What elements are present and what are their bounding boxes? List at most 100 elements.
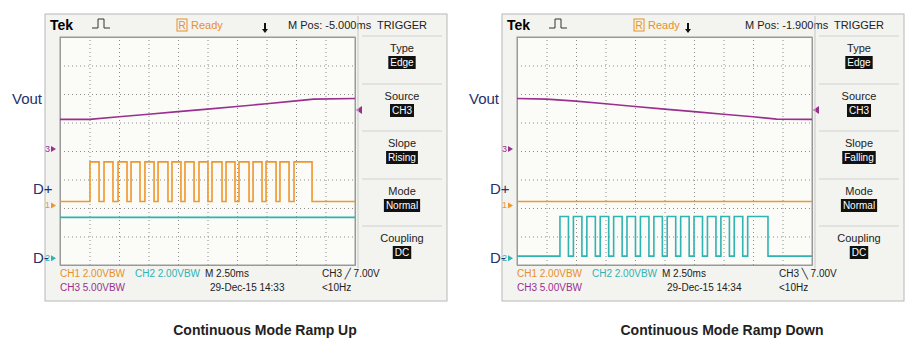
menu-separator	[362, 36, 442, 37]
status-text: CH3 5.00VBW	[517, 282, 583, 293]
x-axis	[518, 37, 813, 266]
axis-line	[518, 37, 813, 266]
traces	[517, 99, 812, 257]
status-text: <10Hz	[779, 282, 808, 293]
chart-title: Continuous Mode Ramp Up	[173, 322, 357, 338]
status-text: CH2 2.00VBW	[592, 268, 658, 279]
channel-arrow	[51, 202, 56, 208]
plot-frame	[60, 37, 355, 265]
panel: 3Vout1D+2D-TekRReadyM Pos: -5.000msTRIGG…	[12, 14, 447, 338]
menu-separator	[819, 131, 899, 132]
trace	[517, 99, 812, 120]
trigger-position	[262, 23, 268, 33]
channel-arrow	[508, 146, 513, 152]
menu-separator	[362, 131, 442, 132]
channel-marker: 1	[502, 200, 507, 210]
tick	[576, 37, 577, 265]
grid-line	[90, 37, 91, 265]
menu-value-box	[386, 151, 418, 164]
status-text: CH3 ╲ 7.00V	[779, 267, 837, 280]
menu-separator	[362, 84, 442, 85]
screen	[502, 14, 904, 301]
menu-value: Rising	[388, 152, 416, 163]
menu-value: CH3	[849, 105, 869, 116]
tick	[119, 37, 120, 265]
menu-separator	[362, 179, 442, 180]
chart-title: Continuous Mode Ramp Down	[621, 322, 824, 338]
tick	[724, 37, 725, 265]
grid-line	[119, 37, 120, 265]
traces	[60, 99, 355, 218]
menu-label: Mode	[845, 185, 873, 197]
grid-line	[237, 37, 238, 265]
channel-marker: 3	[45, 144, 50, 154]
menu-value: Normal	[386, 200, 418, 211]
status-text: CH3 5.00VBW	[60, 282, 126, 293]
tick	[517, 208, 812, 209]
menu-value: CH3	[392, 105, 412, 116]
menu-value-box	[388, 56, 415, 69]
tick	[783, 37, 784, 265]
menu-label: Type	[390, 42, 414, 54]
channel-arrow	[508, 202, 513, 208]
menu-title: TRIGGER	[834, 19, 884, 31]
screen	[45, 14, 447, 301]
channel-arrow	[51, 255, 56, 261]
grid-line	[60, 94, 355, 95]
grid-line	[60, 151, 355, 152]
menu-value: Edge	[847, 57, 871, 68]
grid-line	[517, 180, 812, 181]
tick	[517, 123, 812, 124]
trace	[60, 217, 355, 219]
status-text: CH2 2.00VBW	[135, 268, 201, 279]
grid-line	[517, 208, 812, 209]
y-axis	[517, 38, 812, 266]
grid-line	[178, 37, 179, 265]
menu-label: Coupling	[380, 232, 423, 244]
plot-area	[60, 37, 355, 265]
grid-line	[60, 66, 355, 67]
menu-value-box	[850, 246, 868, 259]
menu-value: Edge	[390, 57, 414, 68]
menu-value: DC	[852, 247, 866, 258]
trigger-level	[356, 106, 362, 114]
menu-separator	[819, 226, 899, 227]
tick	[517, 94, 812, 95]
grid-line	[60, 123, 355, 124]
channel-arrow	[51, 146, 56, 152]
trace	[517, 217, 812, 257]
acq-icon	[549, 19, 567, 28]
menu-label: Source	[385, 90, 420, 102]
menu-separator	[819, 179, 899, 180]
status-text: 29-Dec-15 14:34	[667, 282, 742, 293]
tick	[326, 37, 327, 265]
grid-line	[547, 37, 548, 265]
menu-label: Slope	[845, 137, 873, 149]
series-name: D+	[490, 180, 510, 197]
menu-separator	[362, 226, 442, 227]
brand: Tek	[507, 17, 530, 33]
series-name: Vout	[469, 90, 500, 107]
menu-separator	[819, 84, 899, 85]
trigger-level	[813, 106, 819, 114]
tick	[517, 151, 812, 152]
tick	[60, 123, 355, 124]
grid-line	[517, 151, 812, 152]
grid-line	[783, 37, 784, 265]
m-pos: M Pos: -5.000ms	[288, 19, 372, 31]
state: Ready	[648, 19, 680, 31]
trace	[60, 99, 355, 120]
state-box	[634, 19, 644, 31]
state-flag: R	[635, 20, 642, 31]
menu-title: TRIGGER	[377, 19, 427, 31]
tick	[267, 37, 268, 265]
grid-line	[576, 37, 577, 265]
acq-icon	[92, 19, 110, 28]
series-name: D+	[33, 180, 53, 197]
tick	[178, 37, 179, 265]
canvas: 3Vout1D+2D-TekRReadyM Pos: -5.000msTRIGG…	[0, 0, 907, 360]
state-box	[177, 19, 187, 31]
trace	[60, 162, 355, 202]
menu-value: DC	[395, 247, 409, 258]
menu-value-box	[847, 104, 871, 117]
